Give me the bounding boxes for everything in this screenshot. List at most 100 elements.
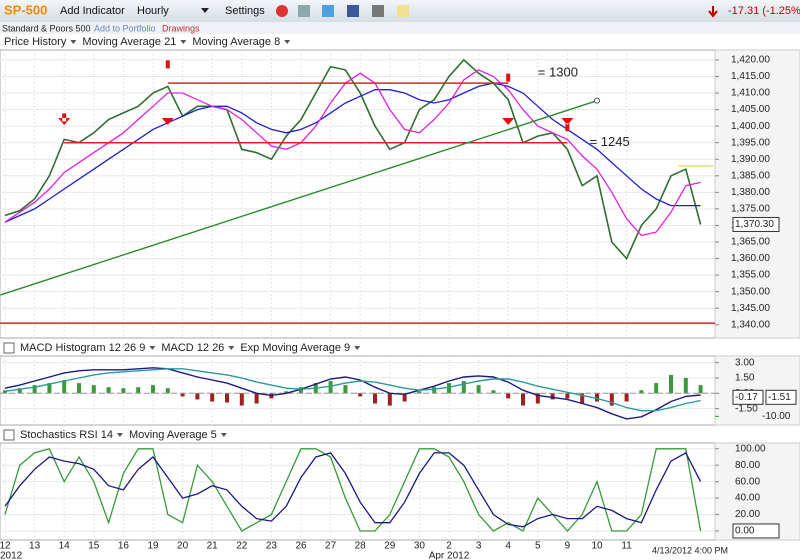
histogram-bar bbox=[461, 381, 466, 394]
y-tick-label: 1,375.00 bbox=[731, 204, 770, 215]
y-tick-label: 60.00 bbox=[735, 476, 760, 487]
settings[interactable]: Settings bbox=[225, 5, 265, 17]
series-line bbox=[4, 82, 701, 223]
legend-entry[interactable]: MACD Histogram 12 26 9 bbox=[20, 342, 145, 354]
interval[interactable]: Hourly bbox=[137, 5, 169, 17]
histogram-bar bbox=[180, 393, 185, 397]
histogram-bar bbox=[343, 385, 348, 394]
histogram-bar bbox=[595, 393, 599, 402]
legend-entry[interactable]: Exp Moving Average 9 bbox=[240, 342, 350, 354]
histogram-bar bbox=[432, 387, 437, 394]
panel-close[interactable] bbox=[3, 342, 15, 354]
current-value-box bbox=[732, 523, 780, 539]
x-tick-label: 23 bbox=[266, 541, 278, 552]
add-to-portfolio[interactable]: Add to Portfolio bbox=[94, 23, 156, 33]
legend-dropdown[interactable] bbox=[149, 346, 156, 350]
series-line bbox=[4, 452, 702, 528]
y-tick-label: 1.50 bbox=[735, 373, 755, 384]
icon-camera[interactable] bbox=[372, 5, 384, 17]
period-label: Apr 2012 bbox=[429, 551, 470, 560]
down-arrow bbox=[708, 6, 718, 18]
icon-facebook[interactable] bbox=[347, 5, 359, 17]
current-value-box bbox=[732, 389, 764, 405]
icon-twitter[interactable] bbox=[322, 5, 334, 17]
x-tick-label: 11 bbox=[621, 541, 632, 552]
y-tick-label: 1,405.00 bbox=[731, 104, 770, 115]
current-value-label: -0.17 bbox=[735, 392, 758, 403]
histogram-bar bbox=[609, 393, 614, 406]
annotation: = 1245 bbox=[590, 134, 630, 149]
series-line bbox=[4, 58, 702, 261]
red-arrow bbox=[58, 113, 71, 125]
legend-dropdown[interactable] bbox=[180, 40, 187, 44]
icon-note[interactable] bbox=[397, 5, 409, 17]
legend-entry[interactable]: Moving Average 5 bbox=[129, 429, 217, 441]
trend-handle[interactable] bbox=[594, 97, 600, 104]
dropdown-arrow[interactable] bbox=[201, 8, 209, 13]
icon-alarm[interactable] bbox=[276, 5, 288, 17]
y2-tick-label: -10.00 bbox=[762, 411, 791, 422]
trend-line bbox=[0, 99, 598, 296]
histogram-bar bbox=[698, 385, 703, 394]
x-tick-label: 30 bbox=[414, 541, 426, 552]
histogram-bar bbox=[521, 393, 525, 406]
legend-dropdown[interactable] bbox=[228, 346, 235, 350]
current-value-box bbox=[732, 216, 780, 232]
histogram-bar bbox=[417, 391, 422, 394]
histogram-bar bbox=[624, 393, 629, 402]
x-tick-label: 10 bbox=[591, 541, 603, 552]
y-tick-label: 1,415.00 bbox=[731, 71, 770, 82]
histogram-bar bbox=[121, 388, 126, 394]
x-tick-label: 26 bbox=[295, 541, 307, 552]
current-value-box bbox=[765, 389, 797, 405]
histogram-bar bbox=[62, 380, 67, 394]
drawings[interactable]: Drawings bbox=[162, 23, 200, 33]
red-arrow bbox=[561, 118, 574, 132]
histogram-bar bbox=[284, 391, 289, 394]
histogram-bar bbox=[447, 383, 451, 394]
legend-entry[interactable]: Moving Average 21 bbox=[82, 36, 176, 48]
instrument-name: Standard & Poors 500 bbox=[2, 23, 91, 33]
legend-dropdown[interactable] bbox=[116, 433, 123, 437]
series-line bbox=[4, 69, 701, 237]
x-tick-label: 12 bbox=[0, 541, 11, 552]
histogram-bar bbox=[254, 393, 259, 404]
histogram-bar bbox=[151, 385, 155, 394]
legend-entry[interactable]: Stochastics RSI 14 bbox=[20, 429, 113, 441]
legend-dropdown[interactable] bbox=[354, 346, 361, 350]
legend-dropdown[interactable] bbox=[220, 433, 227, 437]
series-line bbox=[4, 448, 702, 532]
add-indicator[interactable]: Add Indicator bbox=[60, 5, 125, 17]
y-tick-label: 1,360.00 bbox=[731, 253, 770, 264]
legend-entry[interactable]: Price History bbox=[4, 36, 67, 48]
series-line bbox=[4, 367, 701, 420]
histogram-bar bbox=[565, 393, 570, 399]
legend-entry[interactable]: MACD 12 26 bbox=[161, 342, 224, 354]
x-tick-label: 28 bbox=[355, 541, 367, 552]
legend-dropdown[interactable] bbox=[70, 40, 77, 44]
red-arrow bbox=[161, 60, 174, 125]
histogram-bar bbox=[639, 390, 644, 394]
annotation: = 1300 bbox=[538, 65, 578, 80]
histogram-bar bbox=[580, 393, 585, 404]
y-tick-label: 40.00 bbox=[735, 493, 760, 504]
y-tick-label: 80.00 bbox=[735, 460, 760, 471]
icon-print[interactable] bbox=[298, 5, 310, 17]
series-line bbox=[4, 368, 701, 412]
histogram-bar bbox=[47, 383, 52, 394]
histogram-bar bbox=[3, 390, 7, 394]
y-tick-label: 1,380.00 bbox=[731, 187, 770, 198]
legend-dropdown[interactable] bbox=[284, 40, 291, 44]
histogram-bar bbox=[683, 377, 688, 394]
legend-entry[interactable]: Moving Average 8 bbox=[192, 36, 280, 48]
histogram-bar bbox=[239, 393, 244, 406]
symbol[interactable]: SP-500 bbox=[4, 2, 47, 17]
histogram-bar bbox=[491, 390, 496, 394]
timestamp: 4/13/2012 4:00 PM bbox=[652, 545, 728, 555]
x-tick-label: 5 bbox=[535, 541, 541, 552]
y-tick-label: 1,420.00 bbox=[731, 55, 770, 66]
histogram-bar bbox=[373, 393, 377, 404]
panel-close[interactable] bbox=[3, 429, 15, 441]
period-label: 2012 bbox=[0, 551, 23, 560]
y-tick-label: 1,385.00 bbox=[731, 170, 770, 181]
